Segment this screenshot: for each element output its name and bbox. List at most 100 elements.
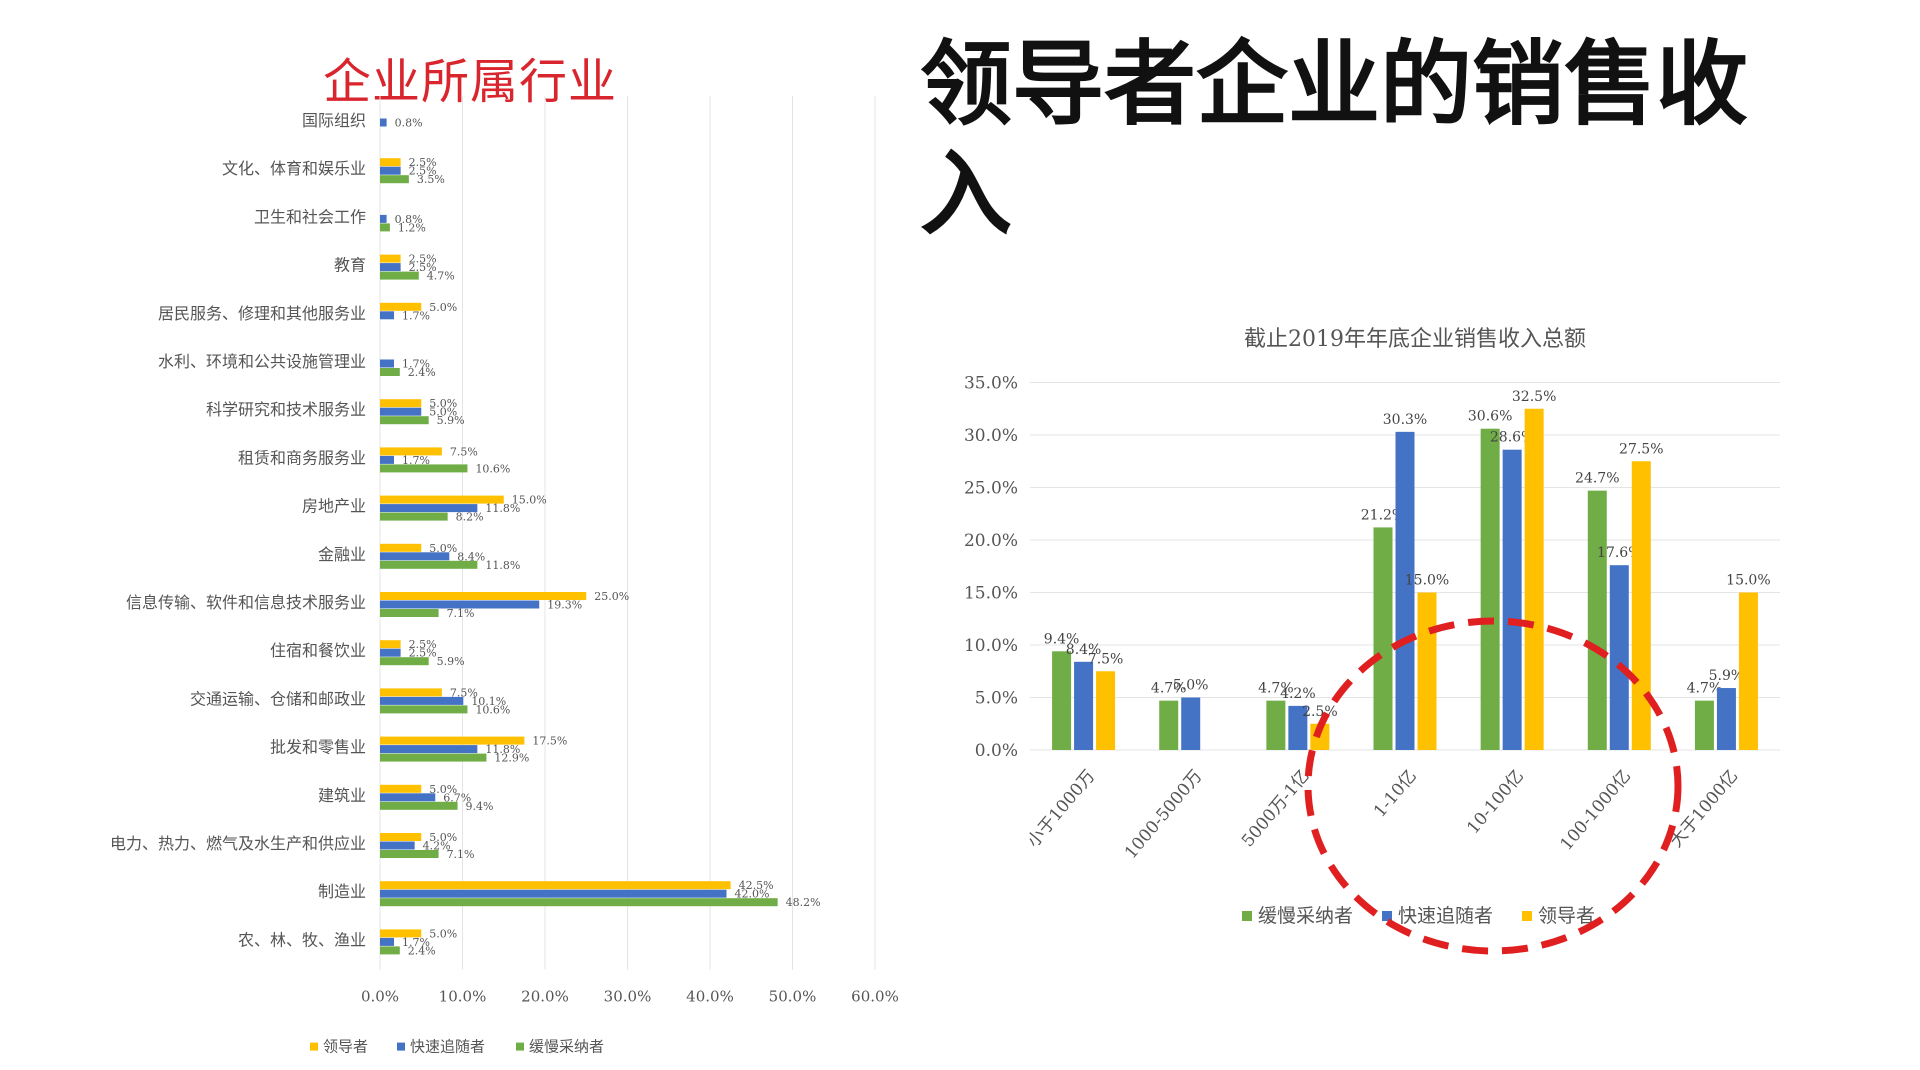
data-label: 5.0% xyxy=(429,397,457,410)
bar-leader xyxy=(380,929,422,938)
bar-slow-adopter xyxy=(1587,490,1607,750)
category-label: 批发和零售业 xyxy=(270,738,366,757)
data-label: 2.5% xyxy=(409,165,437,178)
data-label: 11.8% xyxy=(485,743,520,756)
bar-leader xyxy=(380,302,422,311)
bar-fast-follower xyxy=(1609,565,1629,750)
data-label: 4.7% xyxy=(1258,681,1294,697)
bar-slow-adopter xyxy=(1373,527,1393,750)
legend-label: 快速追随者 xyxy=(1398,905,1493,927)
bar-fast-follower xyxy=(380,793,436,802)
category-label: 房地产业 xyxy=(302,497,366,516)
bar-leader xyxy=(1631,461,1651,750)
bar-leader xyxy=(1096,671,1116,750)
bar-fast-follower xyxy=(1181,697,1201,750)
data-label: 7.5% xyxy=(1088,651,1124,667)
bar-fast-follower xyxy=(380,841,415,850)
bar-fast-follower xyxy=(380,552,450,561)
category-label: 信息传输、软件和信息技术服务业 xyxy=(126,593,366,612)
data-label: 9.4% xyxy=(1044,631,1080,647)
x-category-label: 1-10亿 xyxy=(1370,766,1421,821)
x-tick-label: 60.0% xyxy=(851,988,899,1006)
x-category-label: 5000万-1亿 xyxy=(1238,766,1314,851)
bar-slow-adopter xyxy=(380,223,390,232)
y-tick-label: 35.0% xyxy=(964,374,1018,394)
bar-fast-follower xyxy=(1288,705,1308,750)
category-label: 金融业 xyxy=(318,545,366,564)
bar-fast-follower xyxy=(380,889,727,898)
x-category-label: 小于1000万 xyxy=(1023,766,1099,851)
category-label: 卫生和社会工作 xyxy=(254,207,366,226)
data-label: 2.5% xyxy=(409,638,437,651)
data-label: 10.6% xyxy=(475,462,510,475)
data-label: 48.2% xyxy=(786,896,821,909)
data-label: 15.0% xyxy=(512,494,547,507)
y-tick-label: 15.0% xyxy=(964,584,1018,604)
bar-leader xyxy=(380,399,422,408)
bar-fast-follower xyxy=(380,600,540,609)
bar-leader xyxy=(380,254,401,263)
bar-slow-adopter xyxy=(380,898,778,907)
bar-fast-follower xyxy=(380,263,401,272)
y-tick-label: 0.0% xyxy=(975,741,1018,761)
data-label: 5.0% xyxy=(429,301,457,314)
bar-leader xyxy=(380,640,401,649)
bar-fast-follower xyxy=(1502,449,1522,750)
y-tick-label: 10.0% xyxy=(964,636,1018,656)
bar-slow-adopter xyxy=(380,801,458,810)
category-label: 科学研究和技术服务业 xyxy=(206,400,366,419)
bar-slow-adopter xyxy=(380,657,429,666)
legend-label: 快速追随者 xyxy=(410,1038,485,1056)
bar-slow-adopter xyxy=(1480,428,1500,750)
data-label: 28.6% xyxy=(1490,430,1534,446)
legend-swatch xyxy=(1522,911,1532,921)
data-label: 7.1% xyxy=(447,607,475,620)
data-label: 7.1% xyxy=(447,848,475,861)
x-tick-label: 10.0% xyxy=(439,988,487,1006)
bar-leader xyxy=(380,784,422,793)
bar-fast-follower xyxy=(380,118,387,127)
bar-slow-adopter xyxy=(1266,700,1286,750)
chart-title: 截止2019年年底企业销售收入总额 xyxy=(1244,327,1586,352)
bar-slow-adopter xyxy=(380,560,478,569)
data-label: 2.4% xyxy=(408,944,436,957)
bar-slow-adopter xyxy=(380,850,439,858)
legend-label: 领导者 xyxy=(323,1038,368,1056)
category-label: 教育 xyxy=(334,256,366,275)
data-label: 4.7% xyxy=(1687,681,1723,697)
highlight-ellipse xyxy=(1304,617,1682,955)
data-label: 5.0% xyxy=(429,542,457,555)
data-label: 0.8% xyxy=(395,117,423,130)
data-label: 10.6% xyxy=(475,703,510,716)
data-label: 5.9% xyxy=(437,655,465,668)
data-label: 15.0% xyxy=(1726,573,1770,589)
left-chart-title: 企业所属行业 xyxy=(322,54,617,110)
legend-swatch xyxy=(397,1042,405,1051)
bar-fast-follower xyxy=(380,504,478,513)
bar-fast-follower xyxy=(380,455,395,464)
bar-slow-adopter xyxy=(380,368,400,376)
bar-fast-follower xyxy=(380,214,387,223)
bar-fast-follower xyxy=(380,359,395,368)
data-label: 30.6% xyxy=(1468,409,1512,425)
bar-slow-adopter xyxy=(1694,700,1714,750)
bar-fast-follower xyxy=(380,745,478,754)
bar-leader xyxy=(380,543,422,552)
data-label: 1.7% xyxy=(402,936,430,949)
data-label: 11.8% xyxy=(485,559,520,572)
bar-leader xyxy=(380,688,442,697)
bar-fast-follower xyxy=(380,166,401,175)
data-label: 5.0% xyxy=(429,406,457,419)
category-label: 水利、环境和公共设施管理业 xyxy=(158,352,366,371)
data-label: 3.5% xyxy=(417,173,445,186)
data-label: 7.5% xyxy=(450,445,478,458)
data-label: 6.7% xyxy=(443,791,471,804)
x-category-label: 10-100亿 xyxy=(1463,766,1528,838)
legend-label: 缓慢采纳者 xyxy=(1258,905,1353,927)
category-label: 文化、体育和娱乐业 xyxy=(222,159,366,178)
bar-slow-adopter xyxy=(380,609,439,617)
legend-label: 领导者 xyxy=(1538,905,1595,927)
industry-bar-chart: 0.0% 10.0% 20.0% 30.0% 40.0% 50.0% 60.0% 国际组织 0.… xyxy=(110,96,899,1056)
category-label: 租赁和商务服务业 xyxy=(238,448,366,467)
bar-fast-follower xyxy=(380,407,422,416)
